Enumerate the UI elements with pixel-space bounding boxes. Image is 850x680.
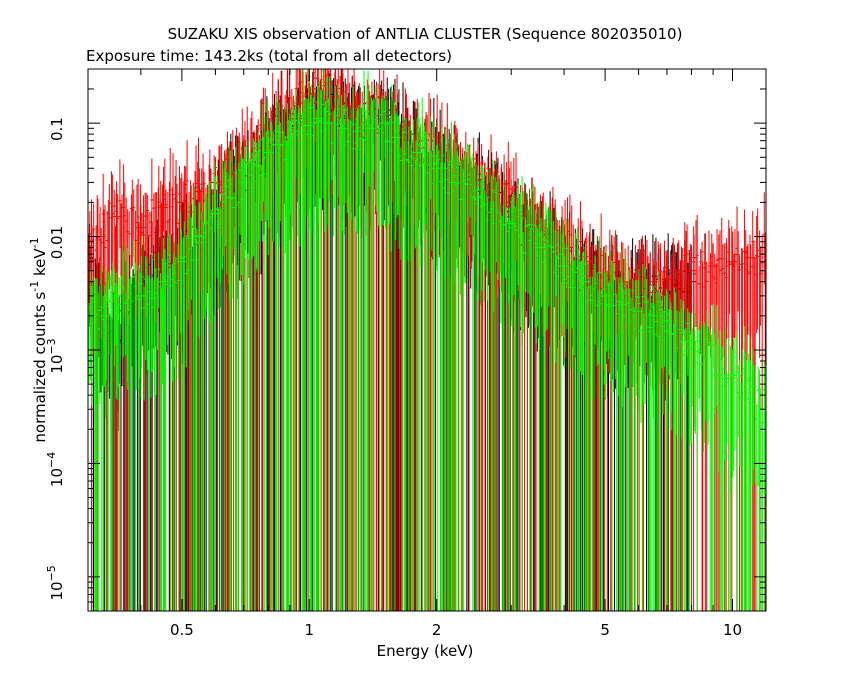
chart-subtitle: Exposure time: 143.2ks (total from all d… [86, 47, 452, 65]
x-tick-label-4: 5 [600, 621, 610, 639]
y-axis-label-sup-2: -1 [28, 237, 41, 248]
y-axis-label-sup-1: -1 [28, 281, 41, 292]
y-tick-label-3: 10−3 [45, 338, 66, 373]
chart-title: SUZAKU XIS observation of ANTLIA CLUSTER… [168, 25, 683, 43]
data-layer [88, 69, 766, 611]
y-axis-label-part-2: keV [31, 248, 49, 281]
y-tick-label-2: 0.01 [48, 226, 66, 259]
x-tick-label-3: 2 [432, 621, 442, 639]
ticks-layer: 0.5 1 2 5 10 0.1 0.01 10−3 10−4 10−5 [45, 69, 766, 639]
x-axis-label: Energy (keV) [377, 642, 474, 660]
y-axis-label-part-1: normalized counts s [31, 292, 49, 443]
x-tick-label-1: 0.5 [170, 621, 194, 639]
y-tick-label-5: 10−5 [45, 565, 66, 600]
x-tick-label-2: 1 [305, 621, 315, 639]
x-tick-label-5: 10 [723, 621, 742, 639]
series-3 [88, 69, 766, 611]
y-tick-label-1: 0.1 [48, 117, 66, 141]
y-tick-label-4: 10−4 [45, 452, 66, 487]
y-axis-label: normalized counts s-1 keV-1 [28, 237, 49, 442]
plot-frame [87, 68, 767, 612]
